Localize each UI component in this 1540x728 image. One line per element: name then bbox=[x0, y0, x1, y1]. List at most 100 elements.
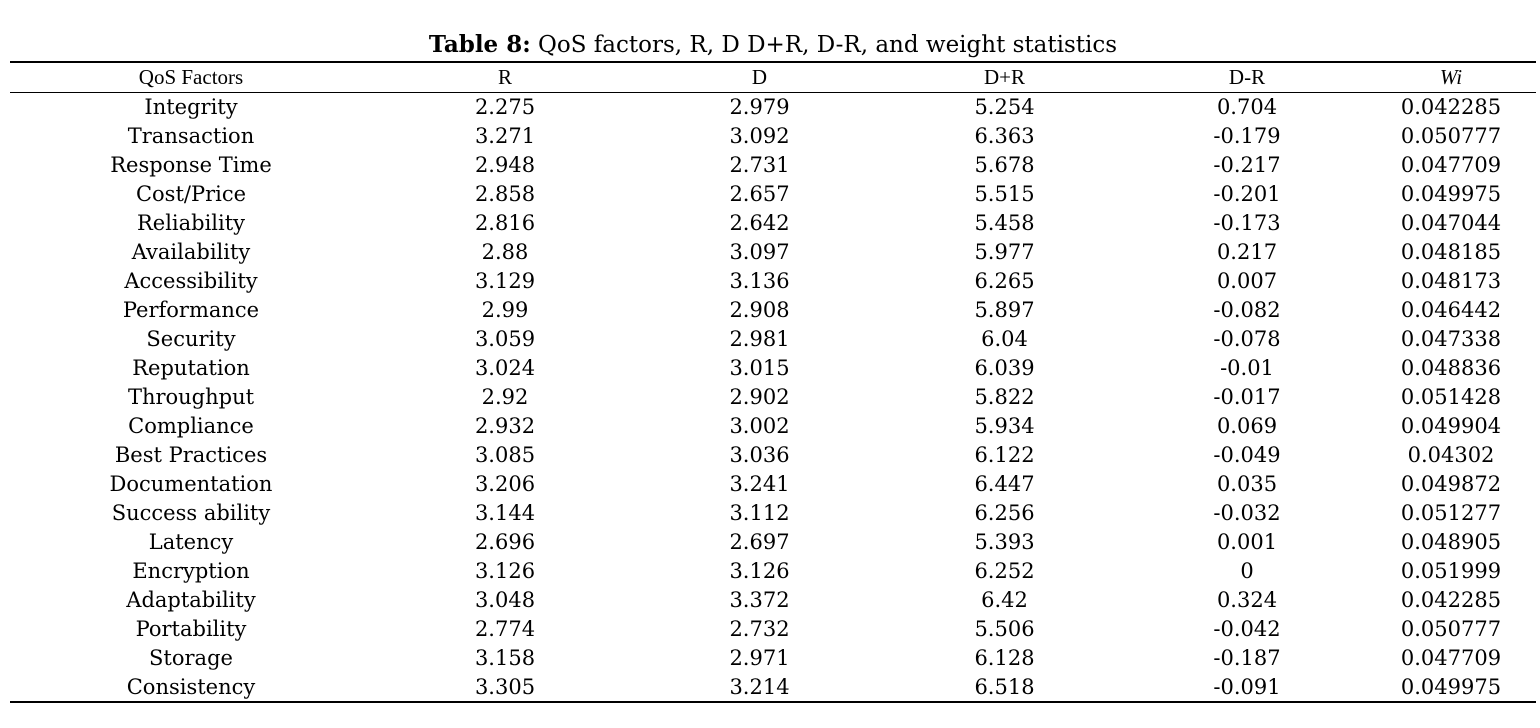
cell-d: 3.241 bbox=[729, 472, 790, 496]
cell-d: 2.979 bbox=[729, 95, 790, 119]
cell-d: 2.642 bbox=[729, 211, 790, 235]
cell-d: 3.097 bbox=[729, 240, 790, 264]
cell-d: 2.908 bbox=[729, 298, 790, 322]
cell-wi: 0.048836 bbox=[1400, 356, 1502, 380]
column-header-r: R bbox=[497, 65, 512, 89]
cell-wi: 0.049975 bbox=[1400, 675, 1502, 699]
table-row: Response Time 2.948 2.731 5.678 -0.217 0.0477… bbox=[10, 151, 1536, 180]
cell-r: 2.932 bbox=[474, 414, 536, 438]
cell-r: 2.696 bbox=[474, 530, 536, 554]
cell-r: 3.024 bbox=[474, 356, 536, 380]
cell-r: 3.048 bbox=[474, 588, 536, 612]
table-row: Availability 2.88 3.097 5.977 0.217 0.048185 bbox=[10, 238, 1536, 267]
cell-wi: 0.048905 bbox=[1400, 530, 1502, 554]
cell-factor: Encryption bbox=[132, 559, 250, 583]
cell-wi: 0.04302 bbox=[1407, 443, 1495, 467]
cell-wi: 0.047338 bbox=[1400, 327, 1502, 351]
cell-factor: Documentation bbox=[109, 472, 273, 496]
cell-wi: 0.051999 bbox=[1400, 559, 1502, 583]
cell-factor: Availability bbox=[131, 240, 251, 264]
cell-r: 2.948 bbox=[474, 153, 536, 177]
cell-d-plus-r: 6.122 bbox=[974, 443, 1035, 467]
cell-d-minus-r: 0.001 bbox=[1216, 530, 1278, 554]
column-header-wi: Wi bbox=[1439, 65, 1463, 89]
cell-d: 2.731 bbox=[729, 153, 790, 177]
cell-wi: 0.047044 bbox=[1400, 211, 1502, 235]
table-caption-label: Table 8: bbox=[428, 31, 531, 58]
cell-d-plus-r: 6.252 bbox=[974, 559, 1035, 583]
cell-r: 3.129 bbox=[474, 269, 536, 293]
cell-d-minus-r: -0.042 bbox=[1213, 617, 1281, 641]
cell-wi: 0.047709 bbox=[1400, 646, 1502, 670]
cell-r: 2.774 bbox=[474, 617, 536, 641]
cell-d: 3.002 bbox=[729, 414, 790, 438]
cell-d-plus-r: 5.393 bbox=[974, 530, 1035, 554]
cell-factor: Best Practices bbox=[114, 443, 268, 467]
cell-d-plus-r: 6.518 bbox=[974, 675, 1035, 699]
cell-wi: 0.047709 bbox=[1400, 153, 1502, 177]
cell-factor: Security bbox=[146, 327, 236, 351]
table-bottom-rule bbox=[10, 701, 1536, 703]
cell-d-minus-r: -0.017 bbox=[1213, 385, 1281, 409]
cell-d: 3.126 bbox=[729, 559, 790, 583]
table-row: Accessibility 3.129 3.136 6.265 0.007 0.04817… bbox=[10, 267, 1536, 296]
cell-r: 3.206 bbox=[474, 472, 536, 496]
column-header-d-plus-r: D+R bbox=[983, 65, 1025, 89]
cell-wi: 0.046442 bbox=[1400, 298, 1502, 322]
column-header-d: D bbox=[751, 65, 768, 89]
table-header-row: QoS Factors R D D+R D-R Wi bbox=[10, 62, 1536, 92]
cell-factor: Storage bbox=[149, 646, 233, 670]
table-row: Documentation 3.206 3.241 6.447 0.035 0.04987… bbox=[10, 470, 1536, 499]
cell-d-minus-r: 0.324 bbox=[1216, 588, 1278, 612]
cell-wi: 0.048185 bbox=[1400, 240, 1502, 264]
cell-wi: 0.042285 bbox=[1400, 588, 1502, 612]
table-row: Consistency 3.305 3.214 6.518 -0.091 0.049975 bbox=[10, 673, 1536, 702]
cell-d-plus-r: 5.897 bbox=[974, 298, 1035, 322]
cell-d: 3.112 bbox=[729, 501, 790, 525]
cell-d-minus-r: -0.049 bbox=[1213, 443, 1281, 467]
cell-d: 3.036 bbox=[729, 443, 790, 467]
cell-d-minus-r: -0.179 bbox=[1213, 124, 1281, 148]
cell-d: 3.214 bbox=[729, 675, 790, 699]
table-row: Security 3.059 2.981 6.04 -0.078 0.047338 bbox=[10, 325, 1536, 354]
table-caption-text: QoS factors, R, D D+R, D-R, and weight s… bbox=[530, 32, 1118, 58]
table-row: Adaptability 3.048 3.372 6.42 0.324 0.042285 bbox=[10, 586, 1536, 615]
cell-d-plus-r: 5.458 bbox=[974, 211, 1035, 235]
table-row: Performance 2.99 2.908 5.897 -0.082 0.046442 bbox=[10, 296, 1536, 325]
cell-d-minus-r: -0.01 bbox=[1220, 356, 1274, 380]
table-row: Transaction 3.271 3.092 6.363 -0.179 0.050777 bbox=[10, 122, 1536, 151]
cell-r: 2.275 bbox=[474, 95, 536, 119]
cell-d-plus-r: 5.678 bbox=[974, 153, 1035, 177]
cell-wi: 0.050777 bbox=[1400, 124, 1502, 148]
cell-d-minus-r: 0 bbox=[1240, 559, 1254, 583]
table-top-rule bbox=[10, 61, 1536, 63]
cell-d: 2.732 bbox=[729, 617, 790, 641]
cell-d-plus-r: 5.515 bbox=[974, 182, 1035, 206]
cell-d-minus-r: 0.007 bbox=[1216, 269, 1278, 293]
cell-factor: Reliability bbox=[136, 211, 246, 235]
cell-factor: Adaptability bbox=[126, 588, 256, 612]
table-body: Integrity 2.275 2.979 5.254 0.704 0.042285 Tra… bbox=[10, 92, 1536, 702]
cell-d-minus-r: -0.217 bbox=[1213, 153, 1281, 177]
column-header-qos-factors: QoS Factors bbox=[138, 65, 244, 89]
table-row: Encryption 3.126 3.126 6.252 0 0.051999 bbox=[10, 557, 1536, 586]
table-row: Best Practices 3.085 3.036 6.122 -0.049 0.043… bbox=[10, 441, 1536, 470]
cell-factor: Accessibility bbox=[124, 269, 258, 293]
cell-d-minus-r: -0.032 bbox=[1213, 501, 1281, 525]
cell-d-minus-r: 0.217 bbox=[1216, 240, 1278, 264]
table-row: Integrity 2.275 2.979 5.254 0.704 0.042285 bbox=[10, 92, 1536, 122]
table-row: Throughput 2.92 2.902 5.822 -0.017 0.051428 bbox=[10, 383, 1536, 412]
column-header-d-minus-r: D-R bbox=[1228, 65, 1266, 89]
table-row: Portability 2.774 2.732 5.506 -0.042 0.050777 bbox=[10, 615, 1536, 644]
cell-r: 3.085 bbox=[474, 443, 536, 467]
cell-factor: Success ability bbox=[111, 501, 271, 525]
table-row: Success ability 3.144 3.112 6.256 -0.032 0.05… bbox=[10, 499, 1536, 528]
cell-d-minus-r: -0.078 bbox=[1213, 327, 1281, 351]
table-row: Latency 2.696 2.697 5.393 0.001 0.048905 bbox=[10, 528, 1536, 557]
cell-d-plus-r: 6.039 bbox=[974, 356, 1035, 380]
cell-d-plus-r: 6.256 bbox=[974, 501, 1035, 525]
table-row: Storage 3.158 2.971 6.128 -0.187 0.047709 bbox=[10, 644, 1536, 673]
cell-factor: Consistency bbox=[126, 675, 256, 699]
cell-r: 2.99 bbox=[481, 298, 529, 322]
cell-r: 2.88 bbox=[481, 240, 529, 264]
